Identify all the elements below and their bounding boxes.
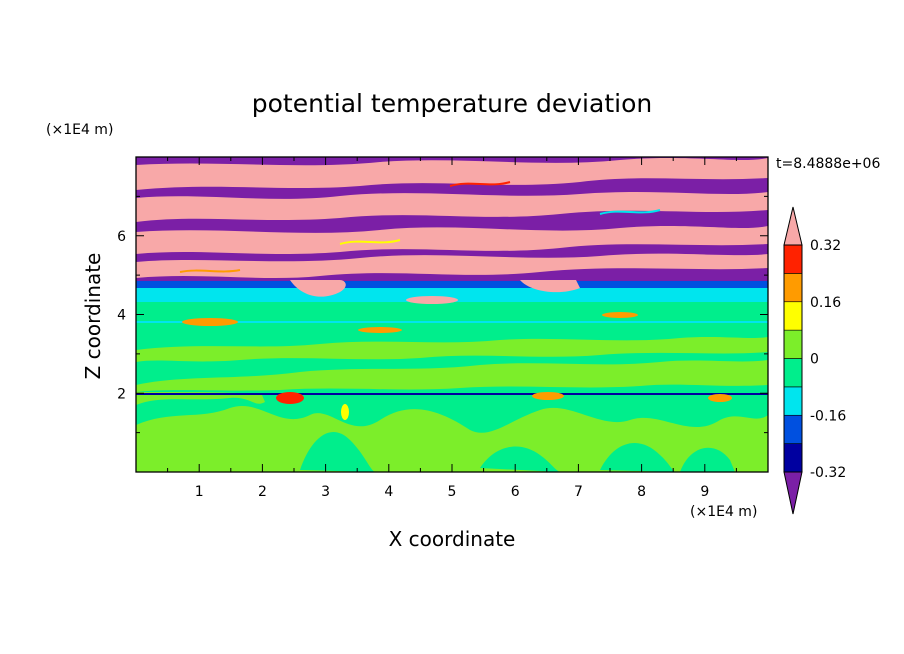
x-tick-label: 5 xyxy=(448,484,457,500)
colorbar-swatch xyxy=(783,273,803,303)
hot-streak xyxy=(339,239,401,245)
contour-field xyxy=(136,157,768,472)
hot-streak xyxy=(449,181,511,187)
hot-streak xyxy=(599,209,661,215)
y-tick-label: 4 xyxy=(117,308,126,324)
colorbar-frame xyxy=(783,244,803,473)
colorbar: 0.32 0.16 0 -0.16 -0.32 xyxy=(783,206,846,515)
time-label: t=8.4888e+06 xyxy=(776,156,880,172)
colorbar-label: -0.16 xyxy=(810,408,846,424)
pink-layer xyxy=(136,192,768,222)
x-tick-label: 1 xyxy=(195,484,204,500)
pink-layer xyxy=(136,253,768,278)
y-axis-ticks: 2 4 6 xyxy=(117,195,768,434)
colorbar-top-arrow xyxy=(783,206,803,246)
pink-tongue xyxy=(290,280,346,297)
interface-deep xyxy=(136,280,768,288)
colorbar-swatch xyxy=(783,244,803,274)
pink-layer xyxy=(136,226,768,254)
x-axis-ticks: 1 2 3 4 5 6 7 8 9 xyxy=(167,157,737,500)
colorbar-label: -0.32 xyxy=(810,465,846,481)
x-tick-label: 4 xyxy=(384,484,393,500)
x-tick-label: 2 xyxy=(258,484,267,500)
x-tick-label: 7 xyxy=(574,484,583,500)
lower-region-cells xyxy=(136,337,768,472)
warm-eddies xyxy=(182,296,732,420)
colorbar-label: 0 xyxy=(810,352,819,368)
y-unit-label: (×1E4 m) xyxy=(46,122,113,138)
upper-layers xyxy=(136,157,768,297)
y-tick-label: 2 xyxy=(117,386,126,402)
x-tick-label: 3 xyxy=(321,484,330,500)
x-unit-label: (×1E4 m) xyxy=(690,504,757,520)
x-tick-label: 6 xyxy=(511,484,520,500)
x-axis-label: X coordinate xyxy=(389,527,516,551)
eddy xyxy=(341,404,349,420)
hot-streak xyxy=(179,269,241,273)
eddy xyxy=(358,327,402,333)
colorbar-swatch xyxy=(783,443,803,473)
colorbar-bottom-arrow xyxy=(783,471,803,515)
colorbar-swatch xyxy=(783,329,803,359)
eddy xyxy=(182,318,238,326)
colorbar-label: 0.32 xyxy=(810,238,841,254)
colorbar-swatch xyxy=(783,358,803,388)
pink-layer xyxy=(136,158,768,190)
eddy xyxy=(708,394,732,402)
colorbar-label: 0.16 xyxy=(810,295,841,311)
eddy xyxy=(532,392,564,400)
y-tick-label: 6 xyxy=(117,229,126,245)
chart-title: potential temperature deviation xyxy=(252,89,652,118)
colorbar-swatch xyxy=(783,414,803,444)
pink-tongue xyxy=(520,280,580,293)
colorbar-swatch xyxy=(783,301,803,331)
x-tick-label: 8 xyxy=(637,484,646,500)
eddy xyxy=(276,392,304,404)
interface-cyan xyxy=(136,286,768,302)
eddy xyxy=(406,296,458,304)
eddy xyxy=(602,312,638,318)
y-axis-label: Z coordinate xyxy=(81,253,105,380)
x-tick-label: 9 xyxy=(700,484,709,500)
colorbar-swatch xyxy=(783,386,803,416)
